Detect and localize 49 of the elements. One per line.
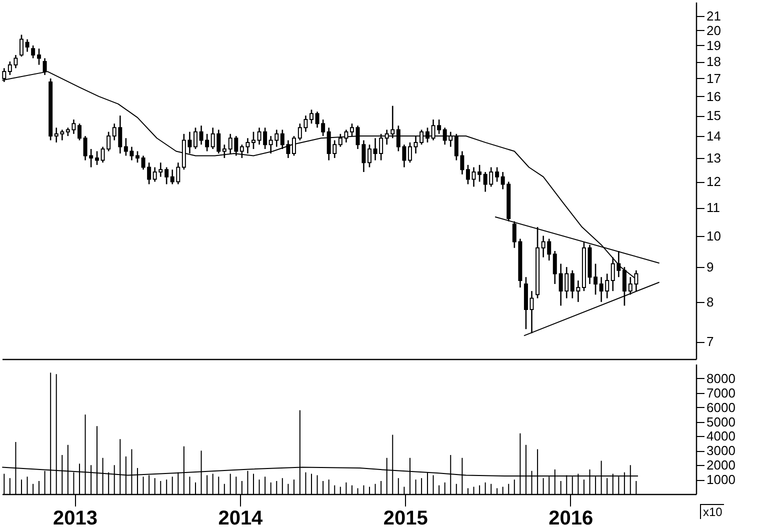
- candlestick: [37, 48, 42, 66]
- y-tick-label: 8000: [706, 370, 736, 386]
- y-tick-label: 19: [706, 38, 721, 53]
- candlestick: [309, 109, 314, 124]
- candlestick: [350, 122, 354, 137]
- y-tick-label: 2000: [706, 458, 736, 473]
- x-tick-label: 2013: [52, 508, 98, 530]
- y-tick-label: 13: [706, 150, 721, 166]
- y-tick-label: 7: [706, 334, 714, 350]
- y-tick-label: 14: [706, 128, 721, 144]
- candlestick: [552, 250, 557, 285]
- y-tick-label: 3000: [706, 443, 736, 458]
- candlestick: [251, 131, 256, 150]
- y-tick-label: 15: [706, 108, 721, 124]
- y-tick-label: 11: [706, 200, 720, 216]
- candlestick: [466, 164, 470, 185]
- candlestick: [408, 142, 412, 164]
- y-tick-label: 20: [706, 22, 721, 38]
- candlestick: [425, 127, 430, 144]
- y-tick-label: 17: [706, 70, 721, 86]
- y-tick-label: 1000: [706, 472, 736, 488]
- candlestick: [495, 166, 500, 182]
- candlestick: [31, 44, 36, 59]
- candlestick: [20, 34, 24, 58]
- candlestick: [530, 290, 534, 334]
- candlestick: [25, 38, 30, 52]
- candlestick: [77, 122, 82, 141]
- y-tick-label: 5000: [706, 414, 736, 430]
- y-tick-label: 4000: [706, 428, 736, 444]
- candlestick: [193, 127, 198, 150]
- y-tick-label: 12: [706, 174, 721, 190]
- candlestick: [135, 150, 140, 164]
- x-tick-label: 2016: [548, 508, 594, 530]
- candlestick: [222, 144, 226, 159]
- y-tick-label: 10: [706, 228, 721, 244]
- y-tick-label: 18: [706, 54, 721, 70]
- x-tick-label: 2015: [383, 508, 428, 530]
- candlestick: [367, 144, 372, 168]
- y-tick-label: 6000: [706, 400, 736, 415]
- x-tick-label: 2014: [218, 508, 264, 530]
- candlestick: [95, 150, 100, 166]
- text: x10: [700, 504, 724, 519]
- y-tick-label: 21: [706, 8, 721, 24]
- y-tick-label: 7000: [706, 385, 736, 400]
- y-tick-label: 16: [706, 88, 721, 104]
- candlestick: [164, 166, 169, 185]
- candlestick: [292, 135, 296, 156]
- y-tick-label: 8: [706, 294, 714, 310]
- y-tick-label: 9: [706, 260, 714, 275]
